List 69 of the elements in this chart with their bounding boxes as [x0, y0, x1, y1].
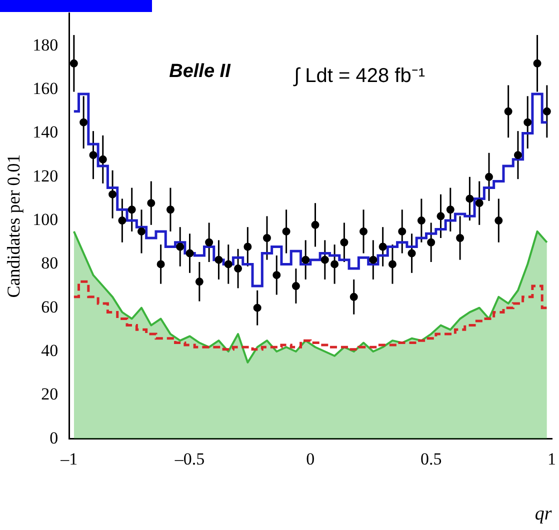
- y-tick-label: 40: [41, 340, 58, 360]
- point: [378, 242, 387, 251]
- point: [224, 260, 232, 268]
- point: [417, 216, 426, 225]
- y-tick-label: 160: [32, 79, 58, 98]
- point: [108, 190, 117, 198]
- x-tick-label: 0.5: [420, 449, 442, 468]
- point: [466, 194, 474, 203]
- y-tick-label: 20: [41, 384, 58, 404]
- point: [456, 234, 464, 242]
- point: [360, 227, 368, 236]
- point: [244, 242, 252, 251]
- y-tick-label: 180: [32, 35, 58, 54]
- x-tick-label: 0: [306, 449, 315, 468]
- point: [485, 172, 494, 181]
- point: [494, 216, 503, 225]
- point: [340, 238, 348, 246]
- point: [166, 206, 174, 214]
- point: [292, 282, 300, 290]
- point: [70, 59, 78, 68]
- point: [330, 260, 339, 268]
- point: [253, 304, 262, 312]
- x-tick-label: –1: [60, 449, 78, 468]
- point: [436, 212, 445, 220]
- point: [475, 199, 484, 208]
- point: [282, 227, 290, 236]
- point: [176, 242, 184, 251]
- point: [311, 220, 320, 229]
- point: [98, 155, 107, 164]
- point: [156, 260, 165, 268]
- y-tick-label: 80: [41, 254, 58, 273]
- point: [262, 234, 271, 242]
- point: [446, 206, 454, 214]
- point: [320, 256, 329, 264]
- point: [398, 227, 406, 236]
- point: [408, 249, 416, 258]
- annotation: ∫ Ldt = 428 fb⁻¹: [294, 64, 425, 88]
- y-tick-label: 140: [32, 122, 58, 142]
- point: [214, 256, 223, 264]
- point: [369, 256, 378, 264]
- point: [118, 216, 126, 225]
- point: [302, 256, 310, 264]
- point: [504, 107, 512, 116]
- point: [514, 151, 522, 160]
- y-tick-label: 100: [32, 210, 58, 230]
- point: [427, 238, 436, 246]
- point: [138, 227, 146, 236]
- point: [350, 292, 358, 301]
- point: [205, 238, 214, 246]
- point: [388, 260, 396, 268]
- x-tick-label: 1: [548, 449, 556, 468]
- y-tick-label: 60: [41, 297, 58, 316]
- annotation: Belle II: [169, 61, 230, 84]
- point: [195, 278, 204, 286]
- x-tick-label: –0.5: [174, 449, 205, 468]
- point: [542, 107, 551, 116]
- x-axis-title: qr: [534, 504, 552, 525]
- point: [80, 118, 88, 126]
- y-axis-title: Candidates per 0.01: [4, 154, 24, 298]
- point: [147, 199, 156, 208]
- point: [234, 264, 242, 273]
- point: [533, 59, 542, 68]
- point: [89, 151, 98, 160]
- point: [186, 249, 194, 258]
- point: [524, 118, 532, 126]
- y-tick-label: 120: [32, 166, 58, 186]
- point: [272, 271, 281, 280]
- y-tick-label: 0: [50, 428, 58, 448]
- point: [128, 206, 136, 214]
